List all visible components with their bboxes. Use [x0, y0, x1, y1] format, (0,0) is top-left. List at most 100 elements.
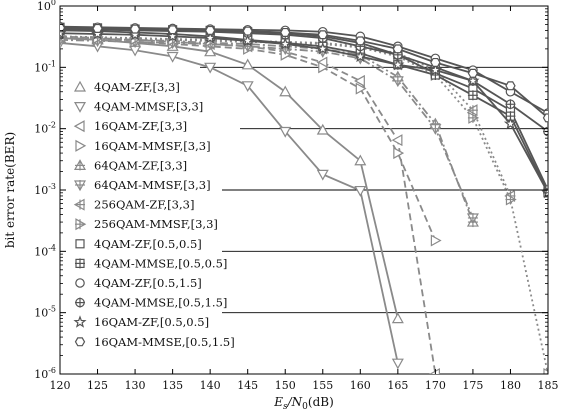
data-point — [353, 49, 367, 63]
x-axis-title-mid: /N — [287, 395, 303, 409]
x-axis-title-sub2: 0 — [302, 402, 308, 412]
legend-label: 4QAM-MMSF,[3,3] — [94, 100, 203, 114]
legend-label: 4QAM-ZF,[0.5,0.5] — [94, 237, 202, 251]
series-line — [60, 42, 399, 364]
legend-entry-4: 64QAM-ZF,[3,3] — [73, 158, 187, 172]
data-point — [129, 24, 141, 34]
data-point — [241, 81, 254, 93]
legend-label: 64QAM-MMSF,[3,3] — [94, 178, 211, 192]
legend-entry-6: 256QAM-ZF,[3,3] — [73, 198, 194, 212]
legend-label: 16QAM-ZF,[0.5,0.5] — [94, 315, 209, 329]
series-12 — [60, 26, 548, 199]
x-tick-label-145: 145 — [237, 379, 258, 392]
x-tick-label-140: 140 — [200, 379, 221, 392]
data-point — [203, 31, 217, 44]
data-point — [242, 26, 253, 36]
data-point — [430, 57, 441, 67]
data-point — [90, 27, 105, 40]
legend-marker — [74, 337, 86, 347]
data-point — [467, 111, 480, 124]
legend-marker — [73, 101, 87, 113]
data-point — [466, 212, 479, 225]
axes: 120 125 130 135 140 145 150 155 160 165 170 175 180 1… — [34, 0, 558, 392]
legend-marker — [73, 180, 87, 192]
legend-marker — [73, 80, 87, 92]
legend-marker — [73, 198, 85, 211]
data-point — [278, 37, 292, 50]
legend-label: 16QAM-MMSF,[3,3] — [94, 139, 211, 153]
grid-lines — [200, 66, 548, 314]
x-axis-title: Es/N0(dB) — [273, 395, 334, 412]
series-line — [60, 39, 474, 219]
data-point — [467, 90, 478, 101]
data-point — [430, 234, 442, 247]
legend-label: 256QAM-MMSF,[3,3] — [94, 217, 218, 231]
y-tick-label-1e-5: 10-5 — [34, 305, 56, 320]
legend-marker — [75, 278, 85, 288]
x-tick-label-130: 130 — [125, 379, 146, 392]
data-point — [204, 62, 217, 74]
data-point — [354, 74, 365, 87]
data-point — [354, 185, 367, 197]
legend-label: 4QAM-ZF,[0.5,1.5] — [94, 276, 202, 290]
legend-label: 16QAM-MMSE,[0.5,1.5] — [94, 335, 235, 349]
data-point — [466, 74, 480, 87]
series-line — [60, 25, 548, 114]
legend-entry-11: 4QAM-MMSE,[0.5,1.5] — [75, 296, 227, 310]
x-tick-label-125: 125 — [87, 379, 108, 392]
data-point — [241, 33, 255, 47]
legend-marker — [73, 315, 87, 328]
legend-marker — [75, 218, 87, 231]
data-point — [391, 358, 404, 370]
data-point — [542, 113, 548, 123]
legend-entry-10: 4QAM-ZF,[0.5,1.5] — [75, 276, 202, 290]
x-tick-label-165: 165 — [387, 379, 408, 392]
x-axis-title-tail: (dB) — [308, 395, 334, 409]
legend-label: 16QAM-ZF,[3,3] — [94, 119, 187, 133]
x-tick-label-160: 160 — [350, 379, 371, 392]
series-13 — [60, 23, 548, 123]
data-point — [316, 123, 329, 135]
series-line — [60, 37, 474, 223]
legend-entry-8: 4QAM-ZF,[0.5,0.5] — [75, 237, 202, 251]
legend: 4QAM-ZF,[3,3] 4QAM-MMSF,[3,3] 16QAM-ZF,[3,… — [73, 80, 235, 349]
x-tick-label-175: 175 — [462, 379, 483, 392]
legend-label: 256QAM-ZF,[3,3] — [94, 198, 194, 212]
x-axis-title-main: E — [273, 395, 283, 409]
x-tick-label-170: 170 — [425, 379, 446, 392]
data-point — [92, 23, 103, 33]
data-point — [241, 58, 254, 70]
data-point — [391, 75, 404, 88]
series-layer — [60, 21, 548, 374]
series-line — [60, 36, 548, 374]
x-axis-title-sub: s — [283, 402, 288, 412]
y-tick-label-1e-4: 10-4 — [34, 243, 56, 258]
data-point — [391, 312, 404, 324]
data-point — [60, 26, 67, 39]
legend-marker — [75, 239, 85, 249]
legend-marker — [73, 120, 85, 133]
data-point — [505, 81, 516, 91]
legend-marker — [75, 258, 85, 269]
x-tick-label-180: 180 — [500, 379, 521, 392]
y-tick-label-1e-3: 10-3 — [34, 182, 56, 197]
data-point — [166, 51, 179, 63]
series-1 — [60, 38, 404, 370]
legend-label: 64QAM-ZF,[3,3] — [94, 158, 187, 172]
y-tick-label-1e-2: 10-2 — [34, 121, 56, 136]
legend-label: 4QAM-MMSE,[0.5,0.5] — [94, 256, 227, 270]
legend-marker — [75, 297, 85, 308]
data-point — [543, 367, 548, 374]
data-point — [467, 68, 479, 78]
data-point — [280, 27, 291, 37]
data-point — [316, 169, 329, 181]
data-point — [503, 116, 518, 130]
legend-entry-5: 64QAM-MMSF,[3,3] — [73, 178, 211, 192]
data-point — [355, 36, 366, 46]
x-tick-label-185: 185 — [538, 379, 559, 392]
series-line — [60, 26, 548, 119]
data-point — [167, 25, 178, 35]
x-tick-label-135: 135 — [162, 379, 183, 392]
data-point — [279, 85, 292, 97]
legend-entry-1: 4QAM-MMSF,[3,3] — [73, 100, 203, 114]
